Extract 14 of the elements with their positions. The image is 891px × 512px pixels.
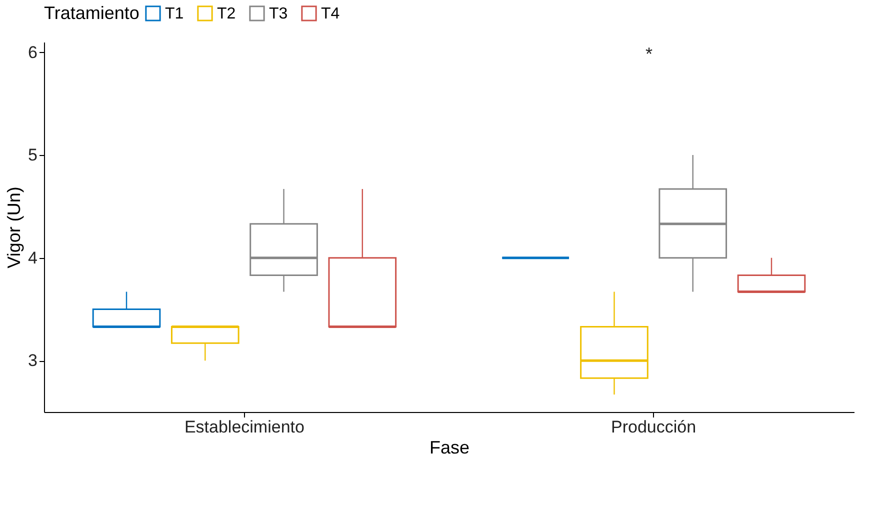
- x-tick-label: Producción: [611, 418, 696, 436]
- legend-label: T2: [217, 5, 236, 22]
- legend-label: T4: [321, 5, 340, 22]
- y-tick-label: 3: [28, 351, 38, 370]
- x-tick-label: Establecimiento: [184, 418, 304, 436]
- legend-title: Tratamiento: [44, 3, 140, 23]
- y-tick-label: 4: [28, 248, 38, 268]
- x-axis-title: Fase: [429, 438, 470, 458]
- legend-label: T3: [269, 5, 288, 22]
- y-tick-label: 6: [28, 42, 38, 62]
- y-axis-title: Vigor (Un): [4, 186, 24, 268]
- y-tick-label: 5: [28, 146, 38, 165]
- legend-label: T1: [165, 5, 184, 22]
- annotation: *: [645, 44, 653, 64]
